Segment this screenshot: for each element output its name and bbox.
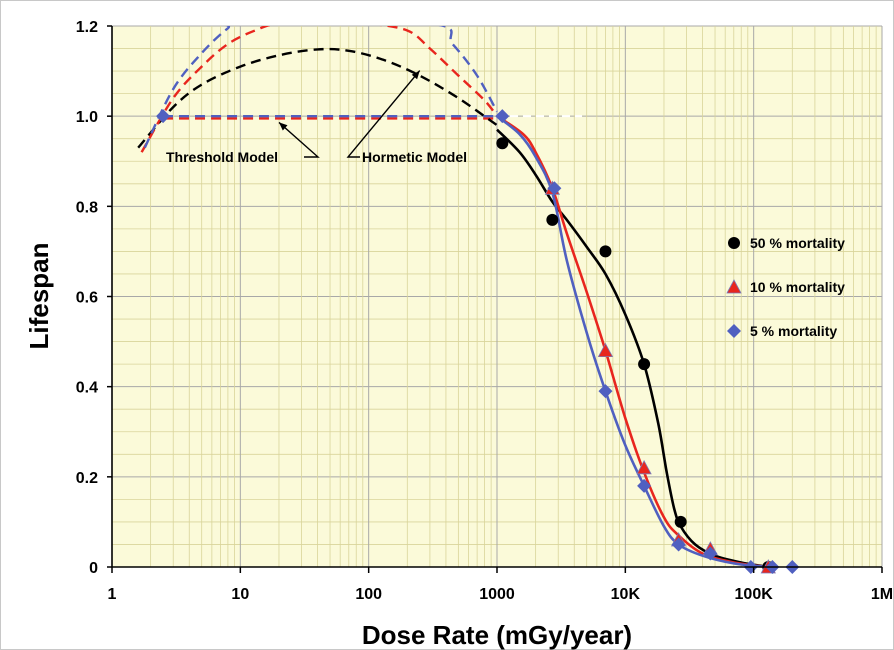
y-tick-label-0: 0 xyxy=(89,560,98,577)
x-tick-label-10: 10 xyxy=(231,586,249,603)
y-tick-label-1-2: 1.2 xyxy=(76,19,98,36)
annotation-hormetic-model: Hormetic Model xyxy=(362,149,467,165)
data-point-circle xyxy=(496,137,508,149)
y-tick-label-0-8: 0.8 xyxy=(76,199,98,216)
x-tick-label-1000: 1000 xyxy=(479,586,515,603)
x-tick-label-100k: 100K xyxy=(735,586,774,603)
legend-marker-circle xyxy=(728,237,740,249)
y-axis-title: Lifespan xyxy=(24,243,54,350)
data-point-circle xyxy=(546,214,558,226)
x-axis-title: Dose Rate (mGy/year) xyxy=(362,620,632,650)
legend-label-50-mortality: 50 % mortality xyxy=(750,235,845,251)
data-point-circle xyxy=(599,245,611,257)
x-tick-label-10k: 10K xyxy=(611,586,641,603)
y-tick-labels: 0 0.2 0.4 0.6 0.8 1.0 1.2 xyxy=(76,19,112,577)
legend-label-10-mortality: 10 % mortality xyxy=(750,279,845,295)
x-tick-label-1: 1 xyxy=(108,586,117,603)
legend-label-5-mortality: 5 % mortality xyxy=(750,323,837,339)
data-point-circle xyxy=(638,358,650,370)
y-tick-label-0-2: 0.2 xyxy=(76,470,98,487)
x-tick-label-1m: 1M xyxy=(871,586,893,603)
y-tick-label-1-0: 1.0 xyxy=(76,109,98,126)
y-tick-label-0-6: 0.6 xyxy=(76,290,98,307)
data-point-circle xyxy=(675,516,687,528)
annotation-threshold-model: Threshold Model xyxy=(166,149,278,165)
y-tick-label-0-4: 0.4 xyxy=(76,380,98,397)
x-tick-label-100: 100 xyxy=(355,586,382,603)
